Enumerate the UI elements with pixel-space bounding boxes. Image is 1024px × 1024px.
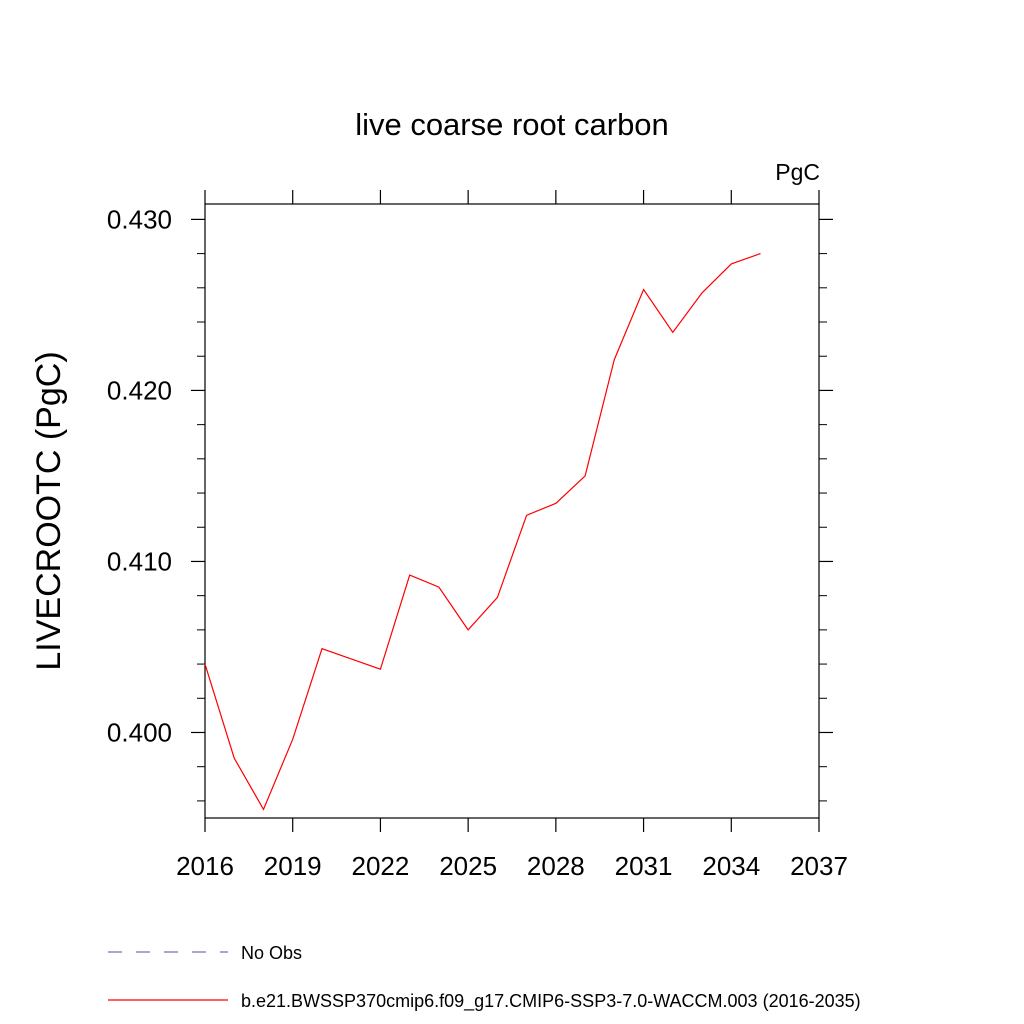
series-layer — [204, 253, 761, 811]
legend-label: b.e21.BWSSP370cmip6.f09_g17.CMIP6-SSP3-7… — [241, 991, 861, 1012]
y-tick-label: 0.400 — [107, 717, 172, 747]
y-tick-label: 0.410 — [107, 546, 172, 576]
x-tick-label: 2037 — [790, 851, 848, 881]
x-tick-label: 2025 — [439, 851, 497, 881]
y-axis-label: LIVECROOTC (PgC) — [30, 351, 68, 670]
x-tick-label: 2031 — [615, 851, 673, 881]
x-tick-label: 2028 — [527, 851, 585, 881]
legend-label: No Obs — [241, 943, 302, 963]
x-tick-label: 2022 — [352, 851, 410, 881]
x-tick-label: 2019 — [264, 851, 322, 881]
legend: No Obs b.e21.BWSSP370cmip6.f09_g17.CMIP6-… — [108, 943, 861, 1012]
series-line — [204, 253, 761, 811]
y-tick-label: 0.430 — [107, 204, 172, 234]
axes: 2016 2019 2022 2025 2028 2031 2034 2037 0.400 0.4… — [107, 190, 848, 881]
plot-frame — [204, 203, 820, 819]
units-label: PgC — [775, 159, 820, 185]
y-tick-label: 0.420 — [107, 375, 172, 405]
chart-title: live coarse root carbon — [355, 107, 669, 142]
x-tick-label: 2034 — [702, 851, 760, 881]
x-tick-label: 2016 — [176, 851, 234, 881]
